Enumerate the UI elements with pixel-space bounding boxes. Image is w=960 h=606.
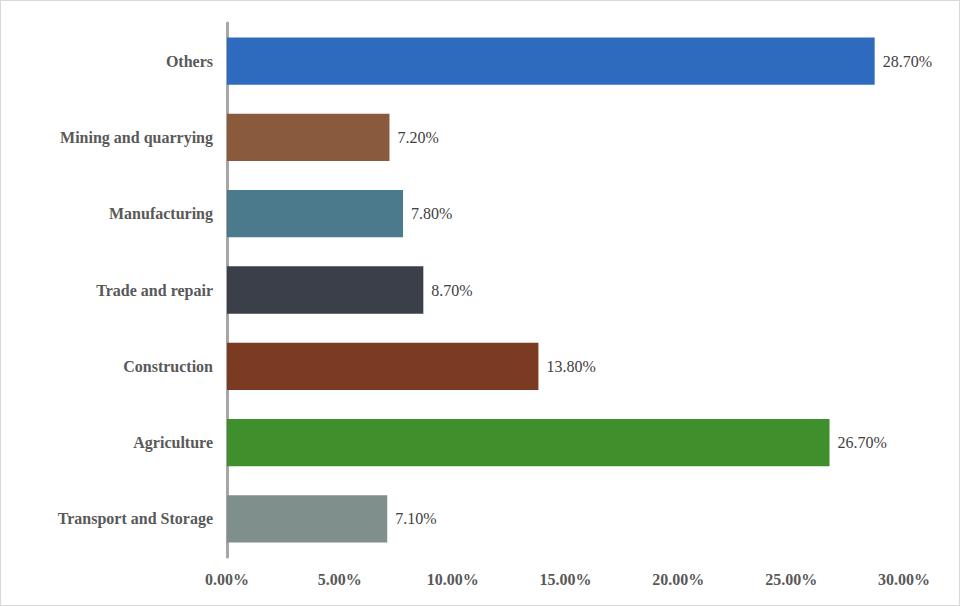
svg-text:20.00%: 20.00%: [652, 571, 704, 588]
svg-text:Manufacturing: Manufacturing: [109, 205, 213, 223]
svg-text:26.70%: 26.70%: [838, 434, 887, 451]
svg-text:Others: Others: [166, 53, 213, 70]
svg-text:10.00%: 10.00%: [427, 571, 479, 588]
svg-text:Transport and Storage: Transport and Storage: [58, 510, 213, 528]
svg-text:Agriculture: Agriculture: [133, 434, 213, 452]
svg-text:0.00%: 0.00%: [205, 571, 249, 588]
svg-text:Construction: Construction: [123, 358, 213, 375]
svg-text:13.80%: 13.80%: [546, 358, 595, 375]
svg-text:Mining and quarrying: Mining and quarrying: [60, 129, 213, 147]
svg-text:7.10%: 7.10%: [395, 510, 436, 527]
svg-text:7.20%: 7.20%: [397, 129, 438, 146]
svg-text:25.00%: 25.00%: [765, 571, 817, 588]
svg-text:30.00%: 30.00%: [878, 571, 930, 588]
svg-text:Trade and repair: Trade and repair: [96, 282, 213, 300]
svg-text:28.70%: 28.70%: [883, 53, 932, 70]
svg-text:8.70%: 8.70%: [431, 282, 472, 299]
svg-text:5.00%: 5.00%: [318, 571, 362, 588]
svg-text:7.80%: 7.80%: [411, 205, 452, 222]
svg-text:15.00%: 15.00%: [540, 571, 592, 588]
